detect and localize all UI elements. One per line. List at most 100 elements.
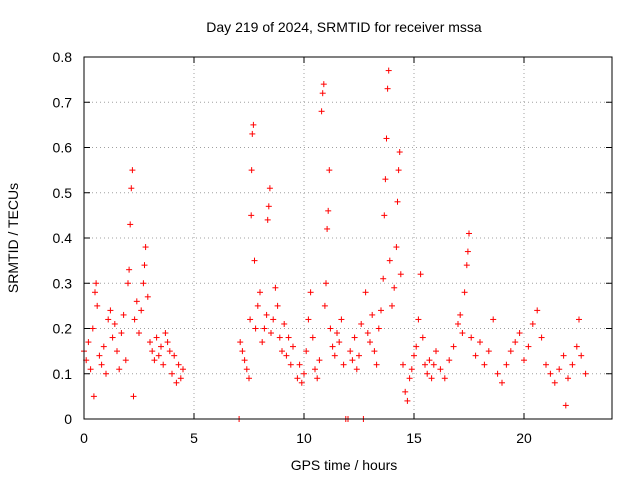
data-point: [323, 280, 329, 287]
data-point: [166, 348, 173, 355]
data-point: [149, 348, 156, 355]
data-point: [404, 397, 411, 404]
data-point: [400, 361, 406, 368]
data-point: [426, 357, 433, 364]
data-point: [251, 257, 258, 264]
data-point: [353, 366, 360, 373]
data-point: [490, 316, 497, 323]
data-point: [461, 289, 468, 296]
data-point: [375, 325, 382, 332]
data-point: [411, 352, 417, 359]
data-point: [318, 108, 325, 115]
data-point: [287, 361, 294, 368]
data-point: [481, 361, 488, 368]
data-point: [155, 352, 162, 359]
data-point: [279, 348, 285, 355]
data-point: [294, 375, 301, 382]
data-point: [303, 348, 310, 355]
data-point: [241, 357, 248, 364]
data-point: [413, 343, 420, 350]
data-point: [543, 361, 549, 368]
data-point: [96, 352, 103, 359]
data-point: [118, 330, 125, 337]
x-axis-label: GPS time / hours: [291, 457, 398, 473]
y-tick-label: 0.7: [53, 94, 73, 110]
data-point: [422, 361, 428, 368]
data-point: [142, 244, 149, 251]
data-point: [331, 352, 338, 359]
data-point: [114, 348, 120, 355]
data-point: [525, 343, 532, 350]
data-point: [325, 207, 332, 214]
data-point: [162, 330, 169, 337]
data-point: [312, 366, 318, 373]
data-point: [408, 366, 415, 373]
data-point: [521, 357, 527, 364]
data-point: [385, 67, 392, 74]
data-point: [158, 343, 164, 350]
data-point: [573, 343, 580, 350]
data-point: [89, 325, 96, 332]
data-point: [127, 221, 134, 228]
data-point: [111, 320, 118, 327]
data-point: [529, 320, 536, 327]
y-tick-label: 0.5: [53, 185, 73, 201]
data-point: [276, 334, 283, 341]
data-point: [383, 135, 390, 142]
data-point: [265, 203, 272, 210]
data-point: [576, 316, 582, 323]
data-point: [384, 85, 391, 92]
data-point: [433, 348, 439, 355]
data-point: [382, 176, 389, 183]
data-point: [569, 361, 576, 368]
x-tick-label: 0: [80, 430, 88, 446]
data-point: [120, 311, 127, 318]
y-tick-label: 0.2: [53, 321, 73, 337]
data-point: [441, 375, 448, 382]
data-point: [314, 375, 321, 382]
data-point: [373, 361, 380, 368]
data-point: [466, 230, 472, 237]
grid: [84, 57, 612, 419]
data-point: [463, 262, 470, 269]
data-point: [380, 275, 387, 282]
y-tick-label: 0.1: [53, 366, 73, 382]
data-point: [248, 167, 255, 174]
data-point: [141, 262, 148, 269]
data-point: [243, 366, 250, 373]
data-point: [249, 130, 256, 137]
data-point: [92, 289, 98, 296]
data-point: [362, 289, 369, 296]
data-point: [237, 339, 244, 346]
data-point: [296, 361, 303, 368]
data-point: [151, 357, 158, 364]
data-point: [130, 393, 137, 400]
data-point: [85, 339, 92, 346]
data-point: [516, 330, 523, 337]
data-point: [153, 334, 160, 341]
data-point: [164, 339, 171, 346]
data-point: [551, 379, 558, 386]
data-point: [169, 370, 175, 377]
data-point: [301, 370, 307, 377]
data-point: [140, 280, 147, 287]
data-point: [321, 302, 328, 309]
data-point: [367, 339, 373, 346]
y-tick-label: 0.4: [53, 230, 73, 246]
data-point: [424, 370, 431, 377]
x-tick-label: 5: [190, 430, 198, 446]
data-point: [336, 339, 343, 346]
data-point: [259, 339, 266, 346]
data-point: [103, 370, 109, 377]
data-point: [128, 185, 135, 192]
data-point: [351, 334, 358, 341]
data-point: [396, 149, 403, 156]
data-point: [494, 370, 501, 377]
data-point: [105, 316, 112, 323]
data-point: [402, 388, 409, 395]
data-point: [160, 361, 167, 368]
data-point: [107, 307, 114, 314]
data-point: [175, 361, 182, 368]
data-point: [457, 311, 464, 318]
